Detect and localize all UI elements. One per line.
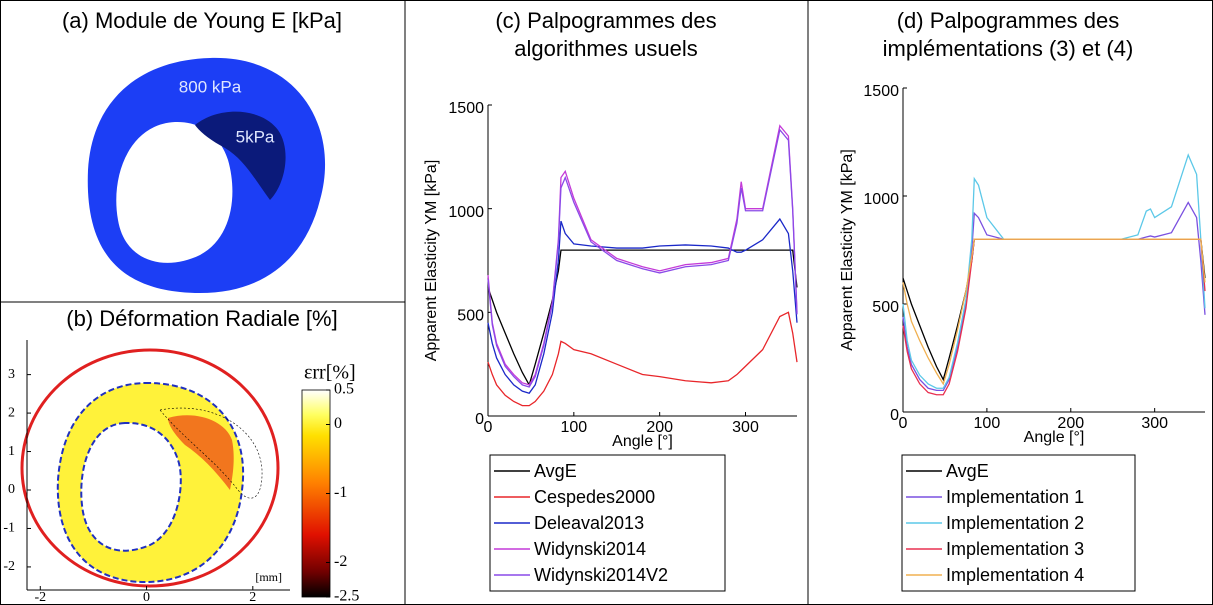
x-tick-label: 300 (732, 419, 759, 436)
x-tick-label: 0 (899, 415, 908, 432)
panel-title: algorithmes usuels (514, 36, 697, 61)
legend-label: AvgE (534, 461, 577, 481)
line-series (487, 124, 798, 386)
legend-label: Cespedes2000 (534, 487, 655, 507)
legend-label: Implementation 4 (946, 565, 1084, 585)
colorbar-tick-label: 0.5 (334, 381, 354, 398)
outer-contour (20, 348, 280, 588)
y-tick-label: 0 (8, 482, 15, 497)
colorbar-tick-label: 0 (334, 415, 342, 432)
unit-label: [mm] (255, 570, 282, 584)
colorbar (301, 389, 331, 598)
y-tick-label: 1000 (863, 191, 899, 208)
strain-inclusion (168, 415, 234, 490)
x-axis-label: Angle [°] (612, 433, 673, 450)
y-tick-label: -2 (3, 559, 15, 574)
legend-label: AvgE (946, 461, 989, 481)
region-label: 5kPa (236, 127, 275, 146)
y-tick-label: 0 (475, 411, 484, 428)
line-series (487, 249, 798, 387)
y-tick-label: 1500 (448, 100, 484, 117)
y-tick-label: 500 (457, 308, 484, 325)
modulus-ring (87, 57, 326, 294)
colorbar-tick-label: -1 (334, 484, 347, 501)
colorbar-label: εrr[%] (304, 362, 356, 384)
x-tick-label: 300 (1141, 415, 1168, 432)
panel-title: (a) Module de Young E [kPa] (62, 8, 342, 33)
panel-title: implémentations (3) et (4) (883, 36, 1134, 61)
legend-label: Widynski2014 (534, 539, 646, 559)
x-tick-label: 200 (1057, 415, 1084, 432)
line-series (902, 238, 1206, 386)
y-tick-label: -1 (3, 521, 15, 536)
x-tick-label: 0 (484, 419, 493, 436)
colorbar-tick-label: -2.5 (334, 588, 359, 605)
y-tick-label: 0 (890, 407, 899, 424)
x-tick-label: 0 (143, 590, 150, 605)
panel-title: (b) Déformation Radiale [%] (66, 306, 337, 331)
inclusion-outline (159, 407, 263, 499)
x-tick-label: 2 (249, 590, 256, 605)
legend-label: Widynski2014V2 (534, 565, 668, 585)
panel-title: (d) Palpogrammes des (897, 8, 1120, 33)
legend-label: Deleaval2013 (534, 513, 644, 533)
y-tick-label: 1000 (448, 204, 484, 221)
line-series (487, 217, 798, 394)
y-tick-label: 1 (8, 444, 15, 459)
soft-inclusion (195, 111, 286, 200)
x-tick-label: 100 (974, 415, 1001, 432)
line-series (902, 238, 1206, 396)
legend-label: Implementation 2 (946, 513, 1084, 533)
x-axis-label: Angle [°] (1024, 429, 1085, 446)
x-tick-label: 200 (646, 419, 673, 436)
region-label: 800 kPa (179, 77, 242, 96)
x-tick-label: 100 (560, 419, 587, 436)
y-tick-label: 1500 (863, 83, 899, 100)
line-series (487, 128, 798, 388)
y-axis-label: Apparent Elasticity YM [kPa] (423, 160, 440, 362)
line-series (902, 238, 1206, 382)
y-tick-label: 500 (872, 299, 899, 316)
legend-label: Implementation 1 (946, 487, 1084, 507)
line-series (902, 153, 1206, 389)
panel-title: (c) Palpogrammes des (495, 8, 716, 33)
y-tick-label: 2 (8, 405, 15, 420)
line-series (487, 311, 798, 407)
y-axis-label: Apparent Elasticity YM [kPa] (839, 149, 856, 351)
colorbar-tick-label: -2 (334, 553, 347, 570)
x-tick-label: -2 (34, 590, 46, 605)
legend-label: Implementation 3 (946, 539, 1084, 559)
strain-ring (56, 381, 245, 584)
y-tick-label: 3 (8, 367, 15, 382)
